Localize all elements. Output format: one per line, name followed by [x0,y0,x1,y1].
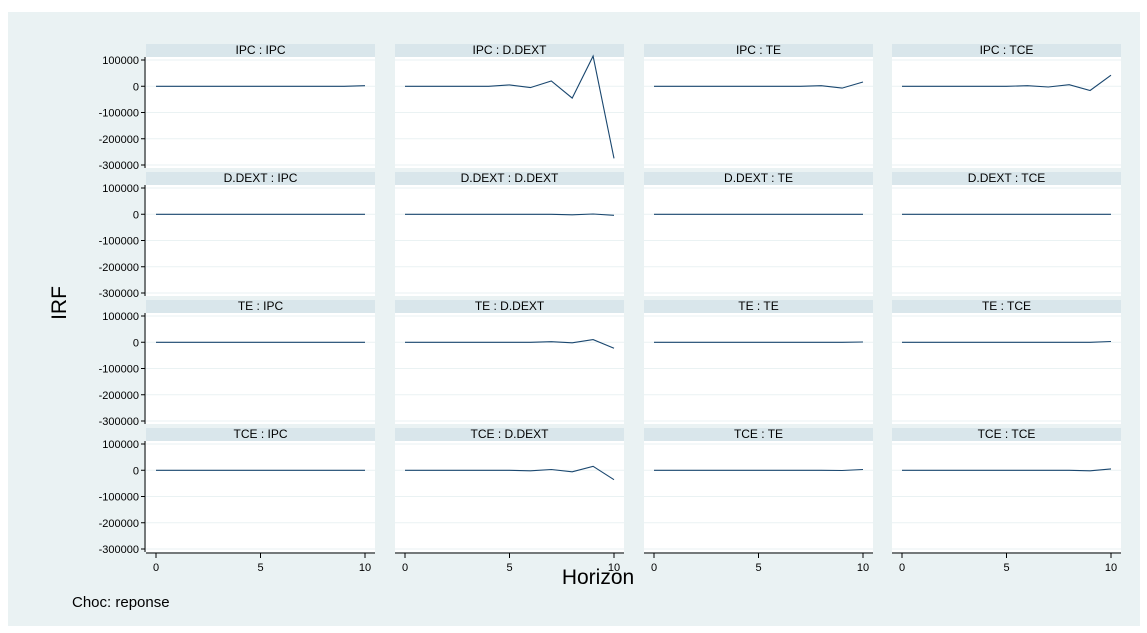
y-tick-label: -200000 [99,262,139,274]
y-tick-label: 100000 [102,311,139,323]
y-tick-label: 100000 [102,439,139,451]
y-tick-label: -300000 [99,160,139,172]
y-tick-label: 100000 [102,183,139,195]
panel-title: D.DEXT : TE [724,171,793,185]
y-tick-label: -200000 [99,134,139,146]
y-axis-title: IRF [48,286,71,320]
figure-note: Choc: reponse [72,594,170,611]
panel-title: TE : TE [738,299,778,313]
panel-title: TCE : D.DEXT [470,427,549,441]
x-tick-label: 10 [1105,562,1117,574]
panel-title: IPC : D.DEXT [472,43,547,57]
x-tick-label: 0 [899,562,905,574]
y-tick-label: 0 [133,337,139,349]
panel-title: D.DEXT : IPC [224,171,298,185]
y-tick-label: -100000 [99,236,139,248]
x-tick-label: 0 [153,562,159,574]
panel-title: D.DEXT : D.DEXT [461,171,559,185]
x-tick-label: 10 [359,562,371,574]
panel-title: TE : IPC [238,299,284,313]
y-tick-label: -300000 [99,544,139,556]
x-tick-label: 0 [651,562,657,574]
irf-series-line [156,86,365,87]
x-axis-title: Horizon [562,566,634,589]
panel-title: IPC : IPC [235,43,285,57]
panel-title: TE : D.DEXT [475,299,545,313]
x-tick-label: 5 [506,562,512,574]
y-tick-label: 0 [133,209,139,221]
x-tick-label: 5 [257,562,263,574]
panel-title: TE : TCE [982,299,1031,313]
y-tick-label: 0 [133,81,139,93]
y-tick-label: -100000 [99,108,139,120]
y-tick-label: -200000 [99,518,139,530]
panel-title: TCE : IPC [233,427,287,441]
x-tick-label: 10 [857,562,869,574]
y-tick-label: -100000 [99,492,139,504]
y-tick-label: 0 [133,465,139,477]
y-tick-label: 100000 [102,55,139,67]
y-tick-label: -300000 [99,288,139,300]
y-tick-label: -100000 [99,364,139,376]
y-tick-label: -200000 [99,390,139,402]
y-tick-label: -300000 [99,416,139,428]
panel-title: D.DEXT : TCE [968,171,1046,185]
panel-title: TCE : TCE [978,427,1036,441]
panel-title: IPC : TE [736,43,781,57]
panel-title: TCE : TE [734,427,783,441]
x-tick-label: 5 [755,562,761,574]
panel-title: IPC : TCE [980,43,1034,57]
x-tick-label: 5 [1003,562,1009,574]
x-tick-label: 0 [402,562,408,574]
